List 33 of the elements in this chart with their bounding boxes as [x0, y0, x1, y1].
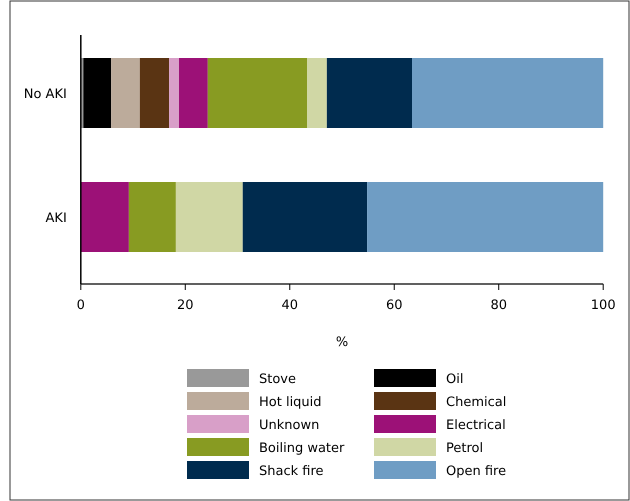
bar [326, 58, 412, 128]
y-tick-label: No AKI [24, 87, 67, 102]
bar [169, 58, 180, 128]
bar [307, 58, 327, 128]
bar [111, 58, 140, 128]
bar [128, 182, 176, 252]
legend-label: Oil [446, 372, 464, 387]
x-tick-label: 80 [490, 298, 507, 313]
bar [179, 58, 208, 128]
legend-label: Petrol [446, 441, 484, 456]
bar [242, 182, 368, 252]
x-tick-label: 40 [281, 298, 298, 313]
legend-label: Boiling water [259, 441, 346, 456]
legend-label: Electrical [446, 418, 506, 433]
legend-label: Unknown [259, 418, 320, 433]
bar [83, 58, 112, 128]
legend-label: Shack fire [259, 464, 324, 479]
x-tick-label: 20 [177, 298, 194, 313]
legend-label: Open fire [446, 464, 506, 479]
x-axis-title: % [336, 335, 348, 350]
bar [412, 58, 604, 128]
bar [367, 182, 604, 252]
y-tick-label: AKI [46, 211, 67, 226]
bar [208, 58, 307, 128]
bar [80, 182, 129, 252]
legend-label: Stove [259, 372, 296, 387]
bar [140, 58, 170, 128]
legend-label: Hot liquid [259, 395, 322, 410]
legend-label: Chemical [446, 395, 506, 410]
x-tick-label: 100 [590, 298, 616, 313]
x-tick-label: 0 [76, 298, 85, 313]
bar [176, 182, 243, 252]
x-tick-label: 60 [386, 298, 403, 313]
